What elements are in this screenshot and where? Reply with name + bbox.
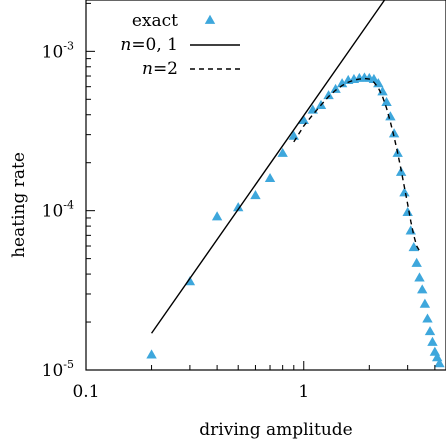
exact-data-point	[336, 78, 348, 88]
exact-data-point	[411, 257, 422, 267]
exact-data-point	[434, 358, 445, 368]
x-tick-label: 1	[298, 382, 309, 402]
exact-data-point	[399, 187, 410, 197]
exact-data-point	[264, 172, 276, 183]
exact-data-point	[419, 298, 431, 308]
x-tick-label: 0.1	[72, 382, 99, 402]
exact-data-point	[330, 83, 341, 93]
y-axis-label: heating rate	[9, 152, 29, 258]
legend-label: exact	[132, 11, 178, 31]
exact-data-point	[323, 90, 334, 100]
y-tick-label: 10-4	[42, 199, 74, 222]
exact-data-point	[381, 96, 392, 107]
n01-solid-line	[150, 0, 386, 334]
plot-frame	[85, 0, 446, 371]
plot-area	[146, 0, 445, 368]
exact-data-point	[424, 326, 436, 336]
axis-ticks: 0.1 1 10-5 10-4 10-3	[42, 2, 436, 402]
exact-data-point	[368, 73, 380, 83]
exact-data-point	[385, 111, 396, 121]
exact-data-point	[146, 349, 157, 359]
exact-data-point	[422, 313, 433, 323]
exact-data-point	[250, 190, 261, 200]
legend-label: n=2	[142, 59, 178, 79]
exact-data-point	[408, 241, 419, 252]
x-axis-label: driving amplitude	[199, 420, 352, 440]
y-tick-label: 10-5	[42, 358, 74, 381]
exact-data-point	[429, 346, 441, 356]
exact-data-point	[388, 128, 400, 138]
exact-data-point	[298, 114, 309, 125]
y-tick-label: 10-3	[42, 39, 74, 62]
exact-data-point	[402, 206, 413, 216]
exact-data-point	[233, 202, 244, 212]
legend-triangle-marker	[204, 14, 216, 24]
exact-data-point	[414, 272, 425, 282]
exact-data-point	[211, 211, 223, 221]
exact-data-point	[377, 86, 388, 96]
legend: exact n=0, 1 n=2	[120, 11, 240, 79]
exact-data-point	[417, 284, 428, 294]
legend-label: n=0, 1	[120, 35, 178, 55]
exact-data-point	[427, 336, 438, 346]
exact-data-point	[288, 130, 299, 140]
exact-data-point	[405, 225, 416, 235]
exact-data-point	[277, 147, 288, 157]
n2-dashed-line	[293, 77, 421, 252]
